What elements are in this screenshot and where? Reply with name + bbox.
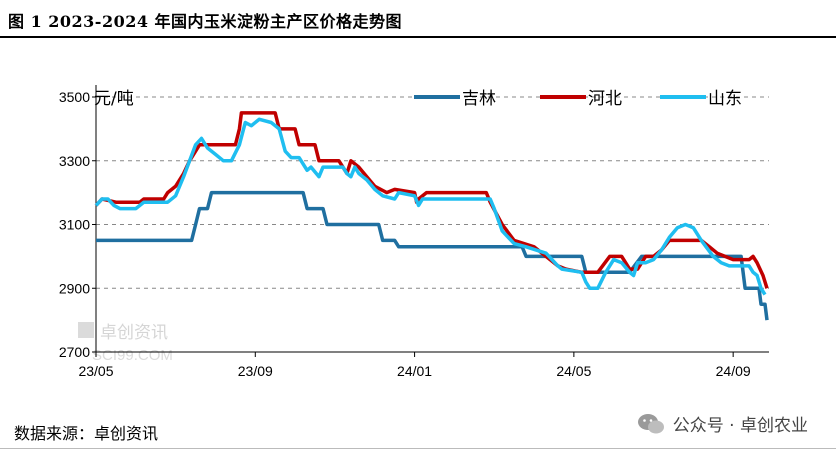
- watermark-cn: 卓创资讯: [100, 323, 168, 343]
- x-tick-label: 23/09: [238, 363, 273, 378]
- watermark-en: SCI99.COM: [92, 347, 173, 364]
- figure-title: 图 1 2023-2024 年国内玉米淀粉主产区价格走势图: [8, 12, 403, 31]
- y-tick-label: 3100: [59, 217, 90, 233]
- axes: 2700 2900 3100 3300 3500 23/05 23/09 24/01 24/05…: [59, 85, 769, 378]
- source-note: 数据来源：卓创资讯: [14, 424, 159, 443]
- title-bar: 图 1 2023-2024 年国内玉米淀粉主产区价格走势图: [0, 0, 836, 38]
- x-tick-label: 23/05: [78, 363, 113, 378]
- y-tick-label: 3500: [59, 89, 90, 105]
- series-line-shandong: [94, 117, 767, 296]
- watermark: 卓创资讯 SCI99.COM: [78, 322, 173, 364]
- legend-label-jilin: 吉林: [462, 89, 496, 109]
- x-tick-label: 24/09: [716, 363, 751, 378]
- series-line-jilin: [96, 190, 769, 321]
- legend-label-hebei: 河北: [588, 89, 622, 109]
- price-chart: 卓创资讯 SCI99.COM 2700 2900 3100 3300 3500 23/05…: [59, 85, 769, 378]
- y-tick-label: 2900: [59, 280, 90, 296]
- legend: 吉林 河北 山东: [414, 89, 742, 109]
- x-tick-label: 24/05: [556, 363, 591, 378]
- bottom-rule: [0, 448, 836, 449]
- watermark-logo-icon: [78, 322, 94, 338]
- wechat-text: 公众号 · 卓创农业: [672, 416, 808, 436]
- legend-label-shandong: 山东: [708, 89, 742, 109]
- series-lines: [94, 111, 769, 321]
- y-axis-unit: 元/吨: [94, 89, 134, 109]
- wechat-credit: 公众号 · 卓创农业: [637, 411, 808, 436]
- y-tick-label: 3300: [59, 153, 90, 169]
- y-tick-label: 2700: [59, 344, 90, 360]
- wechat-icon: [637, 413, 664, 433]
- x-tick-label: 24/01: [397, 363, 432, 378]
